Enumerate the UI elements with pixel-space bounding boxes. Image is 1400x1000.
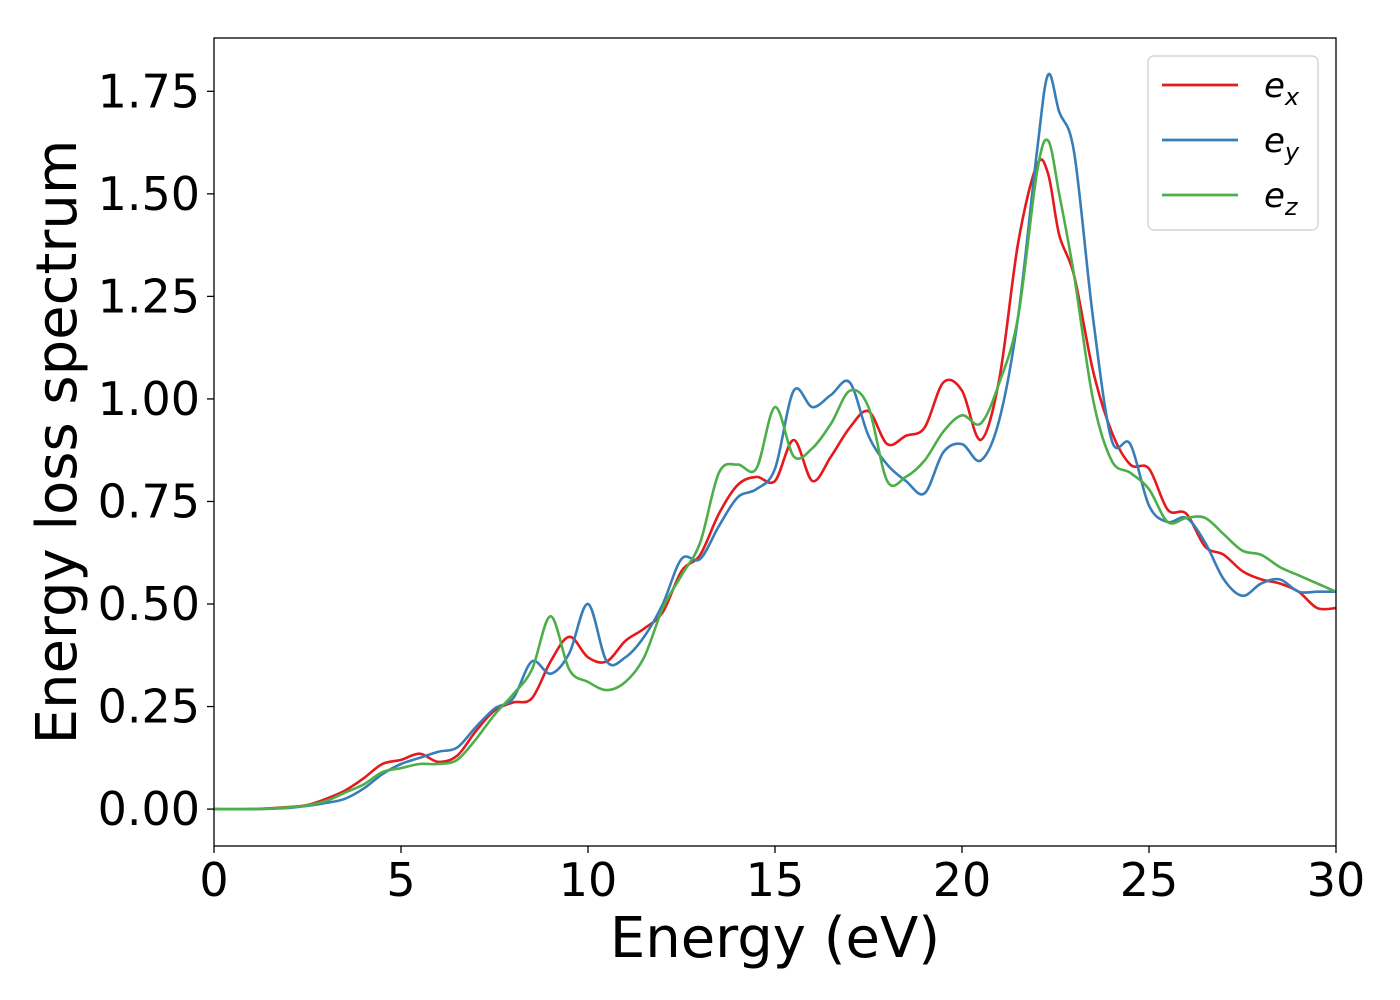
y-tick-label: 0.25 (98, 680, 200, 734)
legend-entries: ex ey ez (1162, 66, 1300, 221)
x-tick-label: 30 (1307, 853, 1366, 907)
legend-label-x: ex (1264, 66, 1300, 111)
plot-lines (214, 72, 1336, 811)
x-axis-title: Energy (eV) (610, 906, 940, 971)
y-ticks: 0.00 0.25 0.50 0.75 1.00 1.25 1.50 1.75 (98, 64, 214, 836)
y-tick-label: 0.50 (98, 577, 200, 631)
x-tick-label: 5 (386, 853, 415, 907)
x-ticks: 0 5 10 15 20 25 30 (199, 846, 1365, 907)
x-tick-label: 15 (746, 853, 805, 907)
legend-label-y: ey (1264, 121, 1300, 166)
y-tick-label: 0.00 (98, 782, 200, 836)
y-tick-label: 1.50 (98, 167, 200, 221)
x-tick-label: 0 (199, 853, 228, 907)
series-line-y (214, 72, 1336, 811)
series-line-x (214, 158, 1336, 811)
x-tick-label: 20 (933, 853, 992, 907)
series-line-z (214, 138, 1336, 811)
y-tick-label: 1.25 (98, 269, 200, 323)
y-tick-label: 0.75 (98, 474, 200, 528)
x-tick-label: 10 (559, 853, 618, 907)
legend: ex ey ez (1147, 55, 1319, 231)
legend-label-z: ez (1264, 176, 1299, 221)
x-tick-label: 25 (1120, 853, 1179, 907)
legend-box (1147, 55, 1319, 231)
y-tick-label: 1.00 (98, 372, 200, 426)
y-axis-title: Energy loss spectrum (25, 140, 90, 745)
y-tick-label: 1.75 (98, 64, 200, 118)
